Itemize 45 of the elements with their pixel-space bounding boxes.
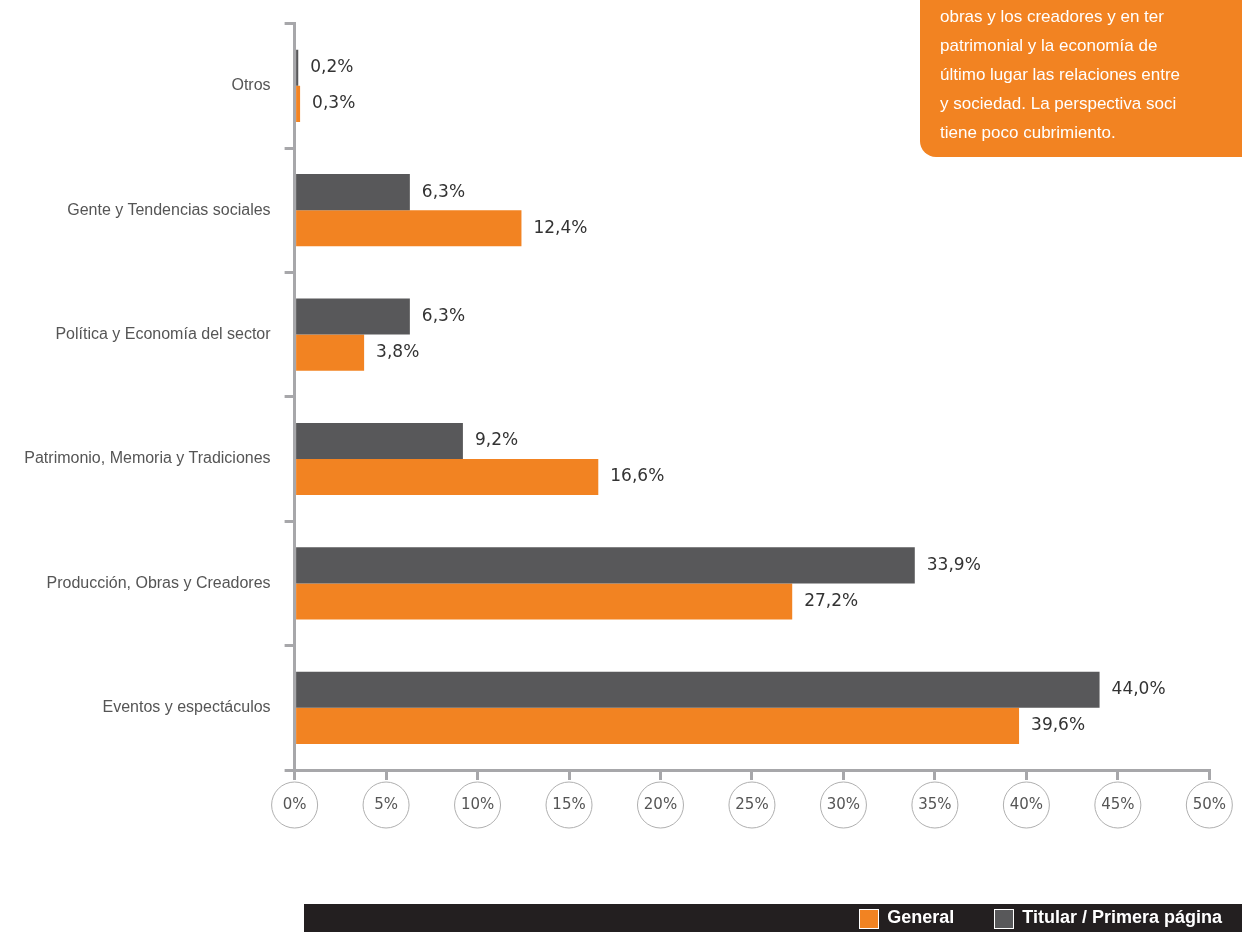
data-label: 3,8% bbox=[376, 341, 420, 362]
bar bbox=[296, 547, 915, 584]
x-tick-label: 35% bbox=[918, 794, 952, 813]
x-tick-label: 50% bbox=[1192, 794, 1226, 813]
bar bbox=[296, 49, 299, 86]
y-tick-label: Gente y Tendencias sociales bbox=[67, 200, 271, 218]
x-tick-label: 0% bbox=[282, 794, 307, 813]
bar bbox=[296, 459, 599, 496]
bar bbox=[296, 85, 301, 122]
x-tick-label: 45% bbox=[1101, 794, 1135, 813]
bar bbox=[296, 210, 522, 247]
data-label: 27,2% bbox=[804, 589, 859, 610]
legend-label: General bbox=[886, 907, 955, 929]
callout-box: obras y los creadores y en ter patrimonial y la economía de último lugar las relaciones entre y sociedad. La perspectiva soci tiene poco cubrimiento. bbox=[920, 0, 1242, 157]
bar bbox=[296, 422, 463, 459]
data-label: 12,4% bbox=[533, 216, 588, 237]
x-tick-label: 30% bbox=[826, 794, 861, 813]
y-tick-label: Patrimonio, Memoria y Tradiciones bbox=[24, 449, 271, 467]
y-tick-label: Otros bbox=[231, 76, 271, 94]
x-tick-label: 5% bbox=[374, 794, 398, 813]
legend-label: Titular / Primera página bbox=[1021, 907, 1222, 929]
data-label: 16,6% bbox=[610, 465, 665, 486]
data-label: 9,2% bbox=[474, 429, 519, 450]
x-tick-label: 15% bbox=[552, 794, 586, 813]
y-tick-label: Política y Economía del sector bbox=[55, 325, 272, 343]
x-tick-label: 40% bbox=[1009, 794, 1044, 813]
y-tick-label: Producción, Obras y Creadores bbox=[46, 573, 271, 591]
data-label: 33,9% bbox=[926, 553, 981, 574]
x-tick-label: 10% bbox=[460, 794, 495, 813]
bar bbox=[296, 707, 1020, 744]
data-label: 39,6% bbox=[1031, 714, 1086, 735]
data-label: 44,0% bbox=[1111, 678, 1166, 699]
data-label: 6,3% bbox=[421, 180, 466, 201]
bar bbox=[296, 174, 410, 211]
data-label: 0,3% bbox=[312, 92, 356, 113]
data-label: 0,2% bbox=[310, 56, 354, 77]
x-tick-label: 20% bbox=[643, 794, 678, 813]
annotation: obras y los creadores y en ter patrimonial y la economía de último lugar las relaciones entre y sociedad. La perspectiva soci tiene poco cubrimiento. bbox=[940, 6, 1181, 144]
x-tick-label: 25% bbox=[735, 794, 769, 813]
y-tick-label: Eventos y espectáculos bbox=[102, 698, 271, 716]
bar bbox=[296, 583, 793, 620]
data-label: 6,3% bbox=[421, 304, 466, 325]
bar bbox=[296, 671, 1100, 708]
bar bbox=[296, 298, 410, 335]
bar bbox=[296, 334, 365, 371]
